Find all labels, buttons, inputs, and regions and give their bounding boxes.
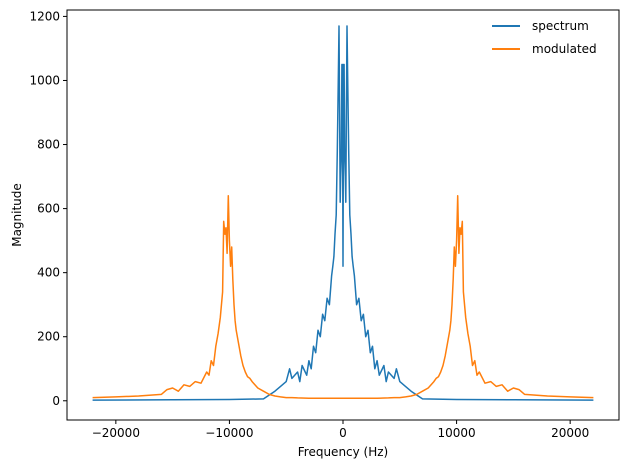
legend: spectrum modulated	[492, 19, 597, 56]
x-tick-label: 0	[339, 426, 347, 440]
y-tick-label: 800	[37, 138, 60, 152]
x-tick-label: −10000	[205, 426, 253, 440]
plot-series	[92, 25, 594, 401]
x-axis: −20000 −10000 0 10000 20000	[92, 420, 589, 440]
y-tick-label: 1000	[29, 73, 60, 87]
x-axis-label: Frequency (Hz)	[298, 445, 389, 459]
y-axis: 0 200 400 600 800 1000 1200	[29, 9, 67, 408]
y-axis-label: Magnitude	[10, 183, 24, 247]
y-tick-label: 600	[37, 202, 60, 216]
y-tick-label: 400	[37, 266, 60, 280]
series-line-spectrum	[92, 25, 594, 401]
series-line-modulated	[92, 195, 594, 399]
y-tick-label: 1200	[29, 9, 60, 23]
x-tick-label: 10000	[437, 426, 475, 440]
x-tick-label: −20000	[92, 426, 140, 440]
x-tick-label: 20000	[551, 426, 589, 440]
y-tick-label: 0	[52, 394, 60, 408]
legend-label-modulated: modulated	[532, 42, 597, 56]
y-tick-label: 200	[37, 330, 60, 344]
legend-label-spectrum: spectrum	[532, 19, 589, 33]
